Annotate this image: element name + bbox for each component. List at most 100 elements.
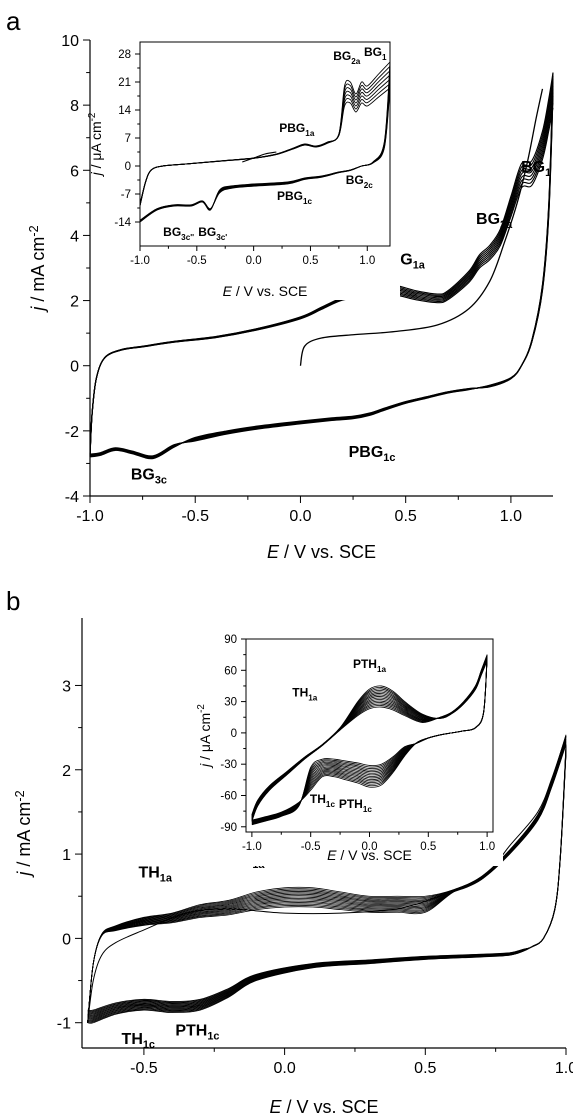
panel-a-inset-ytick-label: 21: [118, 77, 131, 89]
panel-a-peak-name: BG: [476, 211, 500, 228]
panel-b-inset-y-axis-exp: -2: [196, 704, 207, 713]
panel-a-inset-peak-label: PBG1a: [279, 121, 315, 138]
panel-a-inset-peak-subscript: 3c'': [181, 233, 194, 242]
panel-a-x-axis-unit: / V vs. SCE: [279, 542, 376, 562]
panel-a-inset-ytick-label: 14: [118, 105, 131, 117]
panel-a-inset-peak-label: BG3c': [198, 225, 227, 242]
panel-b-inset-xtick-label: -0.5: [301, 841, 321, 853]
panel-b-inset-x-axis-label: E / V vs. SCE: [327, 847, 412, 863]
panel-b-inset-peak-name: PTH: [339, 797, 363, 811]
panel-b-ytick-label: 3: [62, 678, 71, 695]
panel-a-inset-peak-label: BG3c'': [163, 225, 194, 242]
panel-a-inset-peak-subscript: 1a: [305, 129, 315, 138]
panel-b-x-axis-var: E: [269, 1097, 282, 1117]
panel-a-inset-peak-name: PBG: [279, 121, 305, 135]
panel-b-inset-ytick-label: -60: [220, 790, 237, 802]
panel-a-inset-initial-scan: [242, 151, 277, 163]
panel-a-peak-label: BG3c: [131, 467, 167, 487]
panel-b-inset-peak-label: TH1c: [310, 792, 336, 809]
panel-a-cycle-8-cathodic: [89, 96, 554, 457]
panel-b-inset-frame: [245, 638, 494, 833]
panel-a-inset-xtick-label: 0.5: [302, 255, 318, 267]
panel-a-xtick-label: -0.5: [181, 508, 209, 525]
panel-b-inset-ytick-label: -90: [220, 822, 237, 834]
panel-a-inset-curves: [139, 61, 391, 223]
panel-a-inset-cycle-7-cathodic: [139, 87, 391, 221]
panel-a-inset-x-axis-unit: / V vs. SCE: [232, 283, 307, 299]
panel-b-inset-peak-subscript: 1c: [326, 800, 336, 809]
panel-a-y-axis-exp: -2: [27, 225, 41, 236]
panel-a-y-axis-unit: / mA cm: [28, 237, 48, 307]
panel-b-inset-ytick-label: 30: [224, 697, 237, 709]
panel-b-inset-peak-name: TH: [310, 792, 326, 806]
panel-a-inset-ytick-label: 7: [125, 133, 131, 145]
panel-b-inset-y-axis-var: j: [197, 763, 213, 769]
panel-a-inset-peak-subscript: 1c: [303, 197, 313, 206]
panel-a-ytick-label: 2: [70, 294, 79, 311]
panel-b-xtick-label: -0.5: [130, 1060, 158, 1077]
panel-a-inset-peak-subscript: 2c: [364, 181, 374, 190]
panel-b-y-axis-exp: -2: [13, 790, 27, 801]
panel-a-inset-y-axis-unit: / μA cm: [88, 121, 104, 172]
panel-b-annotations: TH1aPTH1aTH1cPTH1c: [122, 851, 266, 1051]
panel-b-y-axis-var: j: [14, 871, 34, 879]
panel-b-y-axis-unit: / mA cm: [14, 802, 34, 872]
panel-b-x-axis-unit: / V vs. SCE: [281, 1097, 378, 1117]
panel-a-y-axis-label: j / mA cm-2: [27, 225, 48, 313]
panel-a-inset-y-axis-var: j: [88, 171, 104, 177]
panel-a-inset-peak-subscript: 3c': [216, 233, 227, 242]
panel-b-inset-peak-label: TH1a: [292, 685, 318, 702]
panel-a-peak-label: PBG1c: [349, 444, 396, 464]
panel-b-ytick-label: -1: [57, 1016, 71, 1033]
panel-b-axes: -0.5 0.0 0.5 1.0 -1 0 1 2 3 E / V vs. SCE j / mA c…: [13, 618, 573, 1117]
panel-b-peak-label: PTH1c: [175, 1022, 219, 1042]
panel-b-peak-label: TH1a: [138, 865, 172, 885]
panel-a-peak-label: BG2a: [476, 211, 513, 231]
panel-b-inset-x-axis-var: E: [327, 847, 337, 863]
panel-b-inset-y-axis-label: j / μA cm-2: [196, 704, 213, 769]
panel-a-ytick-label: -4: [65, 489, 79, 506]
panel-a-initial-scan: [299, 88, 544, 366]
panel-b-inset-xtick-label: 0.0: [362, 841, 378, 853]
panel-a-inset-xtick-label: 0.0: [246, 255, 262, 267]
panel-label-a: a: [6, 6, 21, 36]
panel-a-inset-peak-name: BG: [346, 173, 364, 187]
panel-a-inset-peak-name: BG: [163, 225, 181, 239]
panel-b-y-axis-label: j / mA cm-2: [13, 790, 34, 878]
panel-b-x-axis-label: E / V vs. SCE: [269, 1097, 378, 1117]
panel-b-inset-ytick-label: 60: [224, 665, 237, 677]
panel-b-inset-peak-subscript: 1c: [363, 805, 373, 814]
panel-a-inset-xtick-label: -1.0: [130, 255, 150, 267]
panel-b-peak-subscript: 1c: [143, 1039, 155, 1051]
panel-a-inset-xtick-label: 1.0: [359, 255, 375, 267]
panel-b-peak-label: TH1c: [122, 1031, 155, 1051]
panel-a-ytick-label: 4: [70, 228, 79, 245]
panel-b-inset-axes: -1.0 -0.5 0.0 0.5 1.0 -90 -60 -30 0 30 60 90 E / V v…: [196, 634, 495, 863]
panel-a-peak-name: BG: [131, 467, 155, 484]
panel-b-inset-curves: [251, 654, 488, 826]
panel-b-inset-y-axis-unit: / μA cm: [197, 713, 213, 764]
panel-a-inset-y-axis-exp: -2: [87, 113, 98, 122]
panel-a-inset-peak-subscript: 1: [382, 53, 387, 62]
panel-b-cycle-15-cathodic: [87, 754, 567, 1024]
panel-b-peak-subscript: 1a: [160, 873, 173, 885]
panel-a-xtick-label: -1.0: [76, 508, 104, 525]
panel-b-initial-scan: [87, 735, 567, 1023]
panel-a-x-axis-var: E: [267, 542, 280, 562]
panel-a-peak-subscript: 3c: [155, 475, 167, 487]
panel-a-ytick-label: 6: [70, 163, 79, 180]
panel-b-inset-peak-label: PTH1a: [353, 657, 387, 674]
panel-b-inset-peak-subscript: 1a: [308, 693, 318, 702]
panel-a-inset-peak-label: BG2c: [346, 173, 374, 190]
panel-a-inset-axes: -1.0 -0.5 0.0 0.5 1.0 -14 -7 0 7 14 21 28 E / V vs. …: [87, 41, 391, 299]
panel-a-ytick-label: 0: [70, 359, 79, 376]
panel-b-ytick-label: 1: [62, 847, 71, 864]
panel-a-peak-name: BG: [521, 159, 545, 176]
panel-a-inset-ytick-label: -14: [114, 217, 131, 229]
panel-a-ytick-label: 10: [61, 33, 79, 50]
panel-a-y-axis-var: j: [28, 306, 48, 314]
panel-b-inset-ytick-label: -30: [220, 759, 237, 771]
panel-a-inset-peak-label: BG1: [364, 45, 387, 62]
